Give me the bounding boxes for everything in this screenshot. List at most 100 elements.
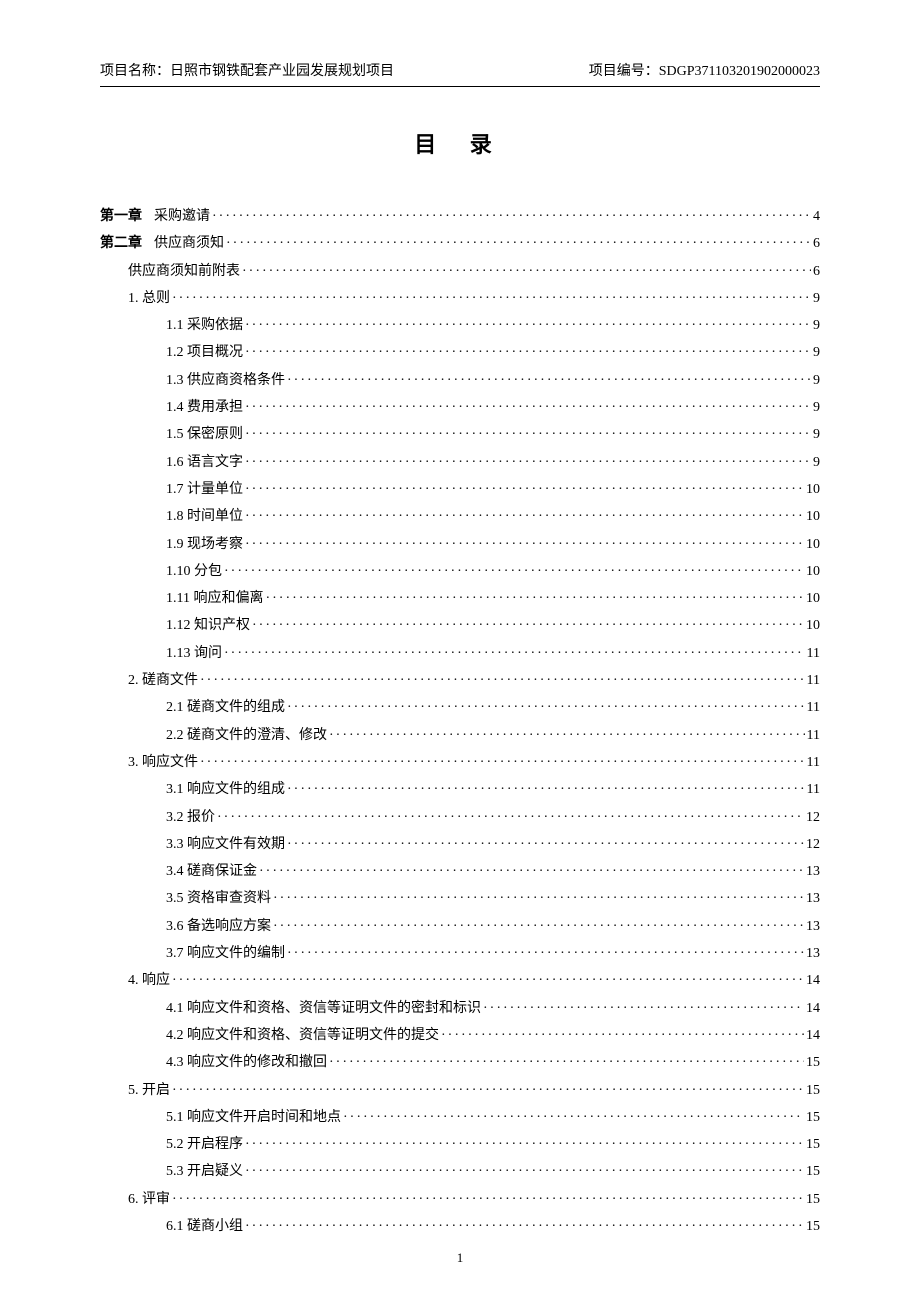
toc-entry-label: 1.4 费用承担 bbox=[166, 394, 243, 421]
toc-entry-label: 5. 开启 bbox=[128, 1077, 170, 1104]
toc-entry-page: 11 bbox=[807, 694, 820, 721]
toc-entry-page: 13 bbox=[806, 858, 820, 885]
page-number: 1 bbox=[0, 1250, 920, 1266]
toc-entry-label: 1.6 语言文字 bbox=[166, 449, 243, 476]
toc-entry: 4.1 响应文件和资格、资信等证明文件的密封和标识 14 bbox=[100, 995, 820, 1022]
toc-entry-label: 3.2 报价 bbox=[166, 804, 215, 831]
toc-entry-page: 15 bbox=[806, 1131, 820, 1158]
toc-entry-page: 15 bbox=[806, 1158, 820, 1185]
toc-leader-dots bbox=[483, 995, 804, 1022]
toc-entry-label: 3.3 响应文件有效期 bbox=[166, 831, 285, 858]
toc-entry-label: 3.7 响应文件的编制 bbox=[166, 940, 285, 967]
toc-entry: 1.4 费用承担9 bbox=[100, 394, 820, 421]
toc-entry: 5. 开启 15 bbox=[100, 1077, 820, 1104]
toc-leader-dots bbox=[245, 449, 811, 476]
toc-entry-page: 9 bbox=[813, 339, 820, 366]
toc-leader-dots bbox=[212, 203, 811, 230]
toc-entry-label: 2.1 磋商文件的组成 bbox=[166, 694, 285, 721]
toc-entry-label: 1.1 采购依据 bbox=[166, 312, 243, 339]
toc-entry-label: 1.11 响应和偏离 bbox=[166, 585, 263, 612]
toc-entry-label: 1.5 保密原则 bbox=[166, 421, 243, 448]
toc-entry-page: 11 bbox=[807, 722, 820, 749]
table-of-contents: 第一章采购邀请4第二章供应商须知6供应商须知前附表61. 总则91.1 采购依据… bbox=[100, 203, 820, 1240]
toc-leader-dots bbox=[224, 558, 804, 585]
toc-entry-page: 13 bbox=[806, 913, 820, 940]
toc-entry-page: 11 bbox=[807, 667, 820, 694]
toc-entry-page: 10 bbox=[806, 558, 820, 585]
toc-entry: 3.1 响应文件的组成11 bbox=[100, 776, 820, 803]
toc-entry-label: 4.1 响应文件和资格、资信等证明文件的密封和标识 bbox=[166, 995, 481, 1022]
toc-title: 目 录 bbox=[100, 127, 820, 159]
toc-entry-page: 14 bbox=[806, 967, 820, 994]
toc-entry-page: 11 bbox=[807, 749, 820, 776]
toc-leader-dots bbox=[441, 1022, 804, 1049]
toc-entry-label: 1.13 询问 bbox=[166, 640, 222, 667]
toc-leader-dots bbox=[329, 1049, 804, 1076]
toc-entry: 2. 磋商文件 11 bbox=[100, 667, 820, 694]
toc-leader-dots bbox=[245, 312, 811, 339]
toc-entry-page: 9 bbox=[813, 285, 820, 312]
toc-entry-page: 15 bbox=[806, 1104, 820, 1131]
toc-entry-label: 4.2 响应文件和资格、资信等证明文件的提交 bbox=[166, 1022, 439, 1049]
toc-leader-dots bbox=[217, 804, 804, 831]
toc-entry: 6. 评审 15 bbox=[100, 1186, 820, 1213]
project-code-value: SDGP371103201902000023 bbox=[659, 64, 820, 79]
toc-leader-dots bbox=[245, 421, 811, 448]
toc-entry-label: 6.1 磋商小组 bbox=[166, 1213, 243, 1240]
toc-leader-dots bbox=[343, 1104, 804, 1131]
toc-chapter-number: 第二章 bbox=[100, 236, 142, 251]
project-code: 项目编号：SDGP371103201902000023 bbox=[589, 60, 820, 80]
toc-entry: 5.1 响应文件开启时间和地点15 bbox=[100, 1104, 820, 1131]
toc-entry: 1.12 知识产权10 bbox=[100, 612, 820, 639]
project-name-label: 项目名称： bbox=[100, 64, 170, 79]
toc-entry: 3.2 报价12 bbox=[100, 804, 820, 831]
toc-entry-label: 1.7 计量单位 bbox=[166, 476, 243, 503]
toc-entry-page: 10 bbox=[806, 476, 820, 503]
toc-entry-label: 5.2 开启程序 bbox=[166, 1131, 243, 1158]
toc-leader-dots bbox=[172, 1077, 804, 1104]
document-header: 项目名称：日照市钢铁配套产业园发展规划项目 项目编号：SDGP371103201… bbox=[100, 60, 820, 87]
toc-entry: 3.4 磋商保证金13 bbox=[100, 858, 820, 885]
toc-entry-label: 5.3 开启疑义 bbox=[166, 1158, 243, 1185]
toc-leader-dots bbox=[245, 476, 804, 503]
toc-leader-dots bbox=[273, 885, 804, 912]
project-code-label: 项目编号： bbox=[589, 64, 659, 79]
toc-entry: 4.3 响应文件的修改和撤回15 bbox=[100, 1049, 820, 1076]
toc-entry-page: 10 bbox=[806, 585, 820, 612]
toc-entry-page: 4 bbox=[813, 203, 820, 230]
toc-entry-label: 3.6 备选响应方案 bbox=[166, 913, 271, 940]
toc-entry-label: 4.3 响应文件的修改和撤回 bbox=[166, 1049, 327, 1076]
toc-entry-page: 6 bbox=[813, 258, 820, 285]
toc-entry: 4. 响应 14 bbox=[100, 967, 820, 994]
toc-entry-page: 14 bbox=[806, 995, 820, 1022]
toc-leader-dots bbox=[200, 667, 805, 694]
toc-entry-page: 10 bbox=[806, 503, 820, 530]
toc-entry-page: 11 bbox=[807, 776, 820, 803]
toc-entry-page: 13 bbox=[806, 885, 820, 912]
toc-entry-label: 6. 评审 bbox=[128, 1186, 170, 1213]
project-name-value: 日照市钢铁配套产业园发展规划项目 bbox=[170, 64, 394, 79]
toc-leader-dots bbox=[245, 339, 811, 366]
toc-entry-label: 1.3 供应商资格条件 bbox=[166, 367, 285, 394]
toc-entry-label: 1.8 时间单位 bbox=[166, 503, 243, 530]
toc-entry-page: 12 bbox=[806, 831, 820, 858]
toc-entry: 第一章采购邀请4 bbox=[100, 203, 820, 230]
toc-entry-page: 6 bbox=[813, 230, 820, 257]
toc-leader-dots bbox=[329, 722, 805, 749]
toc-entry: 1.2 项目概况9 bbox=[100, 339, 820, 366]
toc-entry-label: 4. 响应 bbox=[128, 967, 170, 994]
toc-entry-page: 15 bbox=[806, 1186, 820, 1213]
toc-leader-dots bbox=[224, 640, 805, 667]
toc-entry-label: 2. 磋商文件 bbox=[128, 667, 198, 694]
toc-entry-label: 供应商须知前附表 bbox=[128, 258, 240, 285]
toc-entry: 3.7 响应文件的编制 13 bbox=[100, 940, 820, 967]
toc-leader-dots bbox=[287, 940, 804, 967]
toc-entry-label: 3.5 资格审查资料 bbox=[166, 885, 271, 912]
toc-entry-page: 15 bbox=[806, 1077, 820, 1104]
toc-leader-dots bbox=[259, 858, 804, 885]
toc-entry-label: 第二章供应商须知 bbox=[100, 230, 224, 257]
toc-leader-dots bbox=[265, 585, 804, 612]
toc-entry: 1.6 语言文字9 bbox=[100, 449, 820, 476]
toc-entry-page: 13 bbox=[806, 940, 820, 967]
toc-leader-dots bbox=[287, 694, 805, 721]
